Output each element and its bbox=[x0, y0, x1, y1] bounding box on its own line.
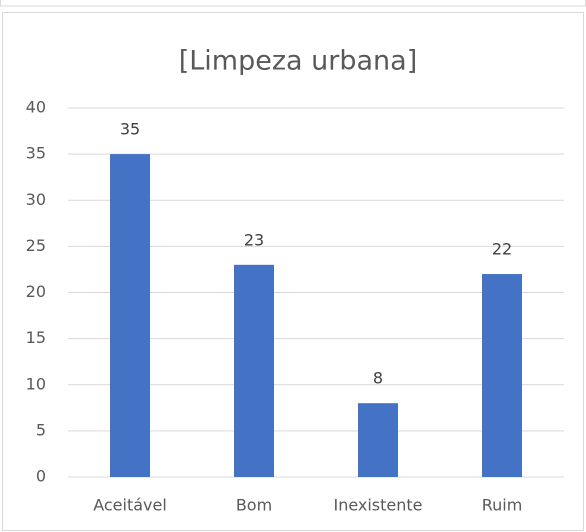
data-label: 22 bbox=[492, 240, 512, 259]
data-label: 23 bbox=[244, 230, 264, 249]
data-label: 8 bbox=[373, 369, 383, 388]
y-tick-label: 5 bbox=[36, 420, 46, 439]
chart-title: [Limpeza urbana] bbox=[179, 46, 418, 77]
data-label: 35 bbox=[120, 120, 140, 139]
x-tick-label: Inexistente bbox=[333, 496, 422, 515]
x-tick-label: Aceitável bbox=[93, 496, 167, 515]
y-tick-label: 30 bbox=[26, 190, 46, 209]
top-strip bbox=[0, 0, 586, 7]
y-tick-label: 25 bbox=[26, 236, 46, 255]
y-tick-label: 40 bbox=[26, 98, 46, 117]
y-tick-label: 20 bbox=[26, 282, 46, 301]
y-tick-label: 10 bbox=[26, 374, 46, 393]
bar bbox=[358, 403, 398, 477]
x-tick-label: Bom bbox=[236, 496, 272, 515]
y-tick-label: 15 bbox=[26, 328, 46, 347]
y-tick-label: 35 bbox=[26, 144, 46, 163]
bar bbox=[110, 154, 150, 477]
bar bbox=[482, 274, 522, 477]
bar bbox=[234, 264, 274, 477]
y-tick-label: 0 bbox=[36, 467, 46, 486]
x-tick-label: Ruim bbox=[482, 496, 523, 515]
